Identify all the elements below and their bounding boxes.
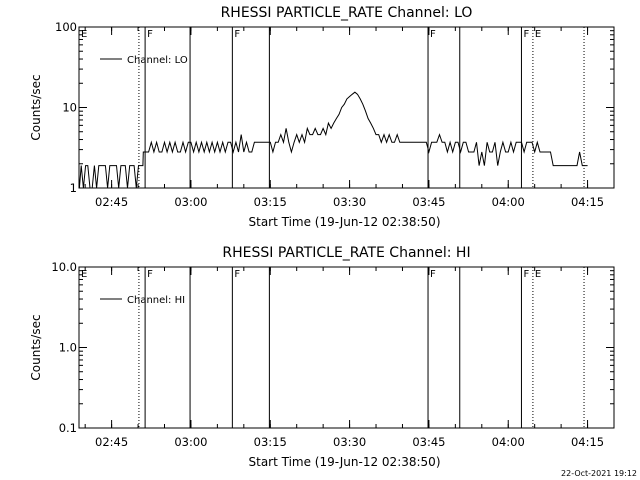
panel2-xtick-label: 03:15 bbox=[254, 435, 287, 449]
panel1-event-marker-label: F bbox=[430, 29, 436, 40]
panel2-xtick-label: 03:00 bbox=[174, 435, 207, 449]
panel2-plot-frame bbox=[78, 266, 615, 429]
panel1-plot-frame bbox=[78, 26, 615, 189]
panel2-event-marker-label: F bbox=[147, 269, 153, 280]
panel1-event-marker-label: E bbox=[535, 29, 541, 40]
panel1-event-marker-label: F bbox=[234, 29, 240, 40]
panel1-event-marker-label: F bbox=[523, 29, 529, 40]
panel2-xtick-label: 04:15 bbox=[571, 435, 604, 449]
panel2-event-marker-label: F bbox=[430, 269, 436, 280]
panel1-event-marker-label: F bbox=[147, 29, 153, 40]
panel2-legend-label: Channel: HI bbox=[127, 295, 185, 306]
panel1-xtick-label: 03:30 bbox=[333, 195, 366, 209]
panel1-xtick-label: 03:45 bbox=[412, 195, 445, 209]
plot-timestamp: 22-Oct-2021 19:12 bbox=[561, 469, 637, 478]
panel1-xtick-label: 04:15 bbox=[571, 195, 604, 209]
panel2-event-marker-label: E bbox=[81, 269, 87, 280]
panel2-y-axis-label: Counts/sec bbox=[29, 314, 43, 380]
panel2-event-marker-label: E bbox=[535, 269, 541, 280]
panel2-x-axis-label: Start Time (19-Jun-12 02:38:50) bbox=[249, 455, 441, 469]
panel1-y-axis-label: Counts/sec bbox=[29, 74, 43, 140]
panel2-title: RHESSI PARTICLE_RATE Channel: HI bbox=[222, 245, 470, 261]
panel1-legend-label: Channel: LO bbox=[127, 55, 188, 66]
panel1-ytick-label: 10 bbox=[62, 101, 77, 115]
panel2-event-marker-label: F bbox=[234, 269, 240, 280]
panel1-ytick-label: 100 bbox=[55, 20, 77, 34]
panel2-event-marker-label: F bbox=[523, 269, 529, 280]
panel2-xtick-label: 03:45 bbox=[412, 435, 445, 449]
panel1-x-axis-label: Start Time (19-Jun-12 02:38:50) bbox=[249, 215, 441, 229]
panel1-xtick-label: 04:00 bbox=[492, 195, 525, 209]
panel1-ytick-label: 1 bbox=[70, 181, 77, 195]
panel2-xtick-label: 04:00 bbox=[492, 435, 525, 449]
panel2-xtick-label: 03:30 bbox=[333, 435, 366, 449]
panel2-ytick-label: 10.0 bbox=[51, 260, 77, 274]
panel1-xtick-label: 03:15 bbox=[254, 195, 287, 209]
panel2-ytick-label: 1.0 bbox=[59, 341, 77, 355]
panel1-series-line bbox=[78, 91, 588, 189]
panel1-title: RHESSI PARTICLE_RATE Channel: LO bbox=[221, 5, 473, 21]
panel2-ytick-label: 0.1 bbox=[59, 421, 77, 435]
panel1-event-marker-label: E bbox=[81, 29, 87, 40]
panel1-xtick-label: 03:00 bbox=[174, 195, 207, 209]
panel2-xtick-label: 02:45 bbox=[95, 435, 128, 449]
panel1-xtick-label: 02:45 bbox=[95, 195, 128, 209]
